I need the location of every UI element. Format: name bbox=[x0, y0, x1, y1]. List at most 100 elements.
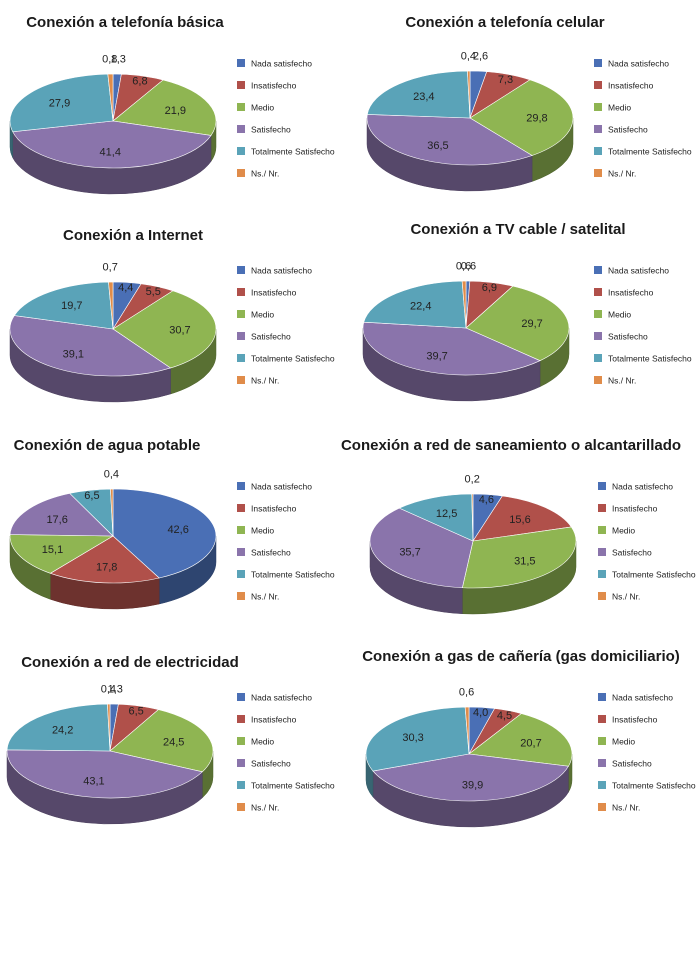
legend-label-nada: Nada satisfecho bbox=[608, 266, 669, 276]
data-label-satisfecho: 36,5 bbox=[427, 140, 448, 152]
legend-label-insatisfecho: Insatisfecho bbox=[608, 81, 654, 91]
legend-label-totalmente: Totalmente Satisfecho bbox=[612, 781, 696, 791]
pie-slice-medio bbox=[469, 79, 574, 156]
data-label-nada: 1,3 bbox=[108, 683, 123, 695]
data-label-totalmente: 30,3 bbox=[402, 732, 423, 744]
pie-slice-nada bbox=[112, 488, 217, 579]
chart-legend: Nada satisfecho Insatisfecho Medio Satisfec… bbox=[237, 59, 335, 179]
legend-label-ns: Ns./ Nr. bbox=[612, 803, 640, 813]
legend-label-ns: Ns./ Nr. bbox=[251, 592, 279, 602]
legend-swatch-insatisfecho bbox=[594, 288, 602, 296]
data-label-medio: 29,7 bbox=[521, 318, 542, 330]
legend-label-nada: Nada satisfecho bbox=[251, 266, 312, 276]
pie-slice-ns bbox=[471, 493, 474, 542]
data-label-insatisfecho: 6,5 bbox=[128, 705, 143, 717]
pie-slice-ns bbox=[461, 280, 467, 329]
legend-swatch-ns bbox=[598, 803, 606, 811]
pie-slice-medio bbox=[461, 526, 577, 589]
chart-title: Conexión a red de electricidad bbox=[21, 654, 239, 671]
pie-slice-ns bbox=[107, 703, 111, 752]
pie-labels: 1,3 6,8 21,9 41,4 27,9 0,8 bbox=[49, 53, 186, 158]
data-label-satisfecho: 39,7 bbox=[426, 351, 447, 363]
data-label-medio: 20,7 bbox=[520, 737, 541, 749]
legend-label-insatisfecho: Insatisfecho bbox=[612, 715, 658, 725]
data-label-insatisfecho: 4,5 bbox=[497, 710, 512, 722]
pie-labels: 2,6 7,3 29,8 36,5 23,4 0,4 bbox=[413, 50, 548, 152]
legend-label-totalmente: Totalmente Satisfecho bbox=[251, 570, 335, 580]
pie-slice-totalmente bbox=[9, 73, 114, 133]
legend-label-insatisfecho: Insatisfecho bbox=[251, 288, 297, 298]
legend-label-nada: Nada satisfecho bbox=[251, 482, 312, 492]
pie-slices bbox=[6, 703, 214, 799]
pie-slice-medio bbox=[465, 285, 570, 362]
legend-swatch-ns bbox=[598, 592, 606, 600]
legend-label-medio: Medio bbox=[251, 103, 274, 113]
legend-label-ns: Ns./ Nr. bbox=[612, 592, 640, 602]
pie-chart-6: Conexión a red de saneamiento o alcantar… bbox=[341, 437, 696, 615]
pie-slice-totalmente bbox=[363, 280, 467, 329]
legend-swatch-nada bbox=[594, 59, 602, 67]
data-label-totalmente: 19,7 bbox=[61, 300, 82, 312]
pie-slice-satisfecho bbox=[9, 493, 114, 537]
pie-slice-satisfecho bbox=[369, 507, 474, 589]
legend-swatch-satisfecho bbox=[237, 332, 245, 340]
pie-labels: 0,6 6,9 29,7 39,7 22,4 0,6 bbox=[410, 260, 543, 362]
pie-slice-satisfecho bbox=[362, 321, 541, 376]
chart-legend: Nada satisfecho Insatisfecho Medio Satisfec… bbox=[594, 59, 692, 179]
legend-swatch-totalmente bbox=[594, 147, 602, 155]
legend-swatch-insatisfecho bbox=[237, 288, 245, 296]
legend-label-nada: Nada satisfecho bbox=[608, 59, 669, 69]
pie-slice-ns bbox=[464, 706, 470, 755]
pie-slice-totalmente bbox=[13, 281, 114, 330]
legend-label-ns: Ns./ Nr. bbox=[251, 169, 279, 179]
pie-slice-totalmente bbox=[6, 703, 111, 752]
legend-swatch-medio bbox=[237, 526, 245, 534]
data-label-totalmente: 23,4 bbox=[413, 91, 434, 103]
pie-slices bbox=[9, 488, 217, 584]
data-label-satisfecho: 17,6 bbox=[46, 514, 67, 526]
pie-slice-ns bbox=[110, 488, 114, 537]
legend-label-totalmente: Totalmente Satisfecho bbox=[612, 570, 696, 580]
pie-chart-2: Conexión a telefonía celular 2,6 7,3 29,8 36… bbox=[366, 14, 692, 192]
pie-slices bbox=[369, 493, 577, 589]
legend-swatch-satisfecho bbox=[594, 332, 602, 340]
legend-label-insatisfecho: Insatisfecho bbox=[251, 81, 297, 91]
chart-title: Conexión a telefonía celular bbox=[405, 14, 604, 31]
data-label-nada: 4,6 bbox=[479, 494, 494, 506]
data-label-medio: 29,8 bbox=[526, 113, 547, 125]
pie-slice-satisfecho bbox=[366, 114, 533, 166]
legend-label-ns: Ns./ Nr. bbox=[608, 169, 636, 179]
legend-swatch-ns bbox=[237, 376, 245, 384]
pie-slice-totalmente bbox=[365, 706, 470, 772]
legend-label-insatisfecho: Insatisfecho bbox=[251, 715, 297, 725]
legend-swatch-medio bbox=[598, 737, 606, 745]
legend-swatch-nada bbox=[237, 693, 245, 701]
legend-swatch-insatisfecho bbox=[237, 715, 245, 723]
chart-title: Conexión a telefonía básica bbox=[26, 14, 224, 31]
pie-slice-ns bbox=[108, 281, 114, 330]
data-label-nada: 0,6 bbox=[461, 260, 476, 272]
legend-swatch-nada bbox=[598, 693, 606, 701]
legend-label-totalmente: Totalmente Satisfecho bbox=[608, 354, 692, 364]
chart-title: Conexión a gas de cañería (gas domicilia… bbox=[362, 648, 680, 665]
data-label-ns: 0,7 bbox=[103, 261, 118, 273]
legend-swatch-insatisfecho bbox=[594, 81, 602, 89]
pie-chart-7: Conexión a red de electricidad 1,3 6,5 24,5… bbox=[6, 654, 335, 825]
pie-slice-satisfecho bbox=[372, 753, 569, 802]
pie-slice-medio bbox=[112, 290, 217, 369]
data-label-totalmente: 27,9 bbox=[49, 98, 70, 110]
legend-label-satisfecho: Satisfecho bbox=[612, 759, 652, 769]
legend-label-medio: Medio bbox=[251, 526, 274, 536]
data-label-satisfecho: 43,1 bbox=[83, 776, 104, 788]
legend-swatch-totalmente bbox=[237, 147, 245, 155]
legend-label-satisfecho: Satisfecho bbox=[251, 332, 291, 342]
pie-slices bbox=[365, 706, 573, 802]
legend-label-nada: Nada satisfecho bbox=[251, 59, 312, 69]
pie-slice-insatisfecho bbox=[49, 535, 160, 584]
data-label-satisfecho: 41,4 bbox=[100, 147, 121, 159]
data-label-insatisfecho: 15,6 bbox=[509, 514, 530, 526]
pie-slice-medio bbox=[112, 79, 217, 136]
legend-swatch-ns bbox=[594, 376, 602, 384]
legend-label-satisfecho: Satisfecho bbox=[612, 548, 652, 558]
pie-slices bbox=[362, 280, 570, 376]
